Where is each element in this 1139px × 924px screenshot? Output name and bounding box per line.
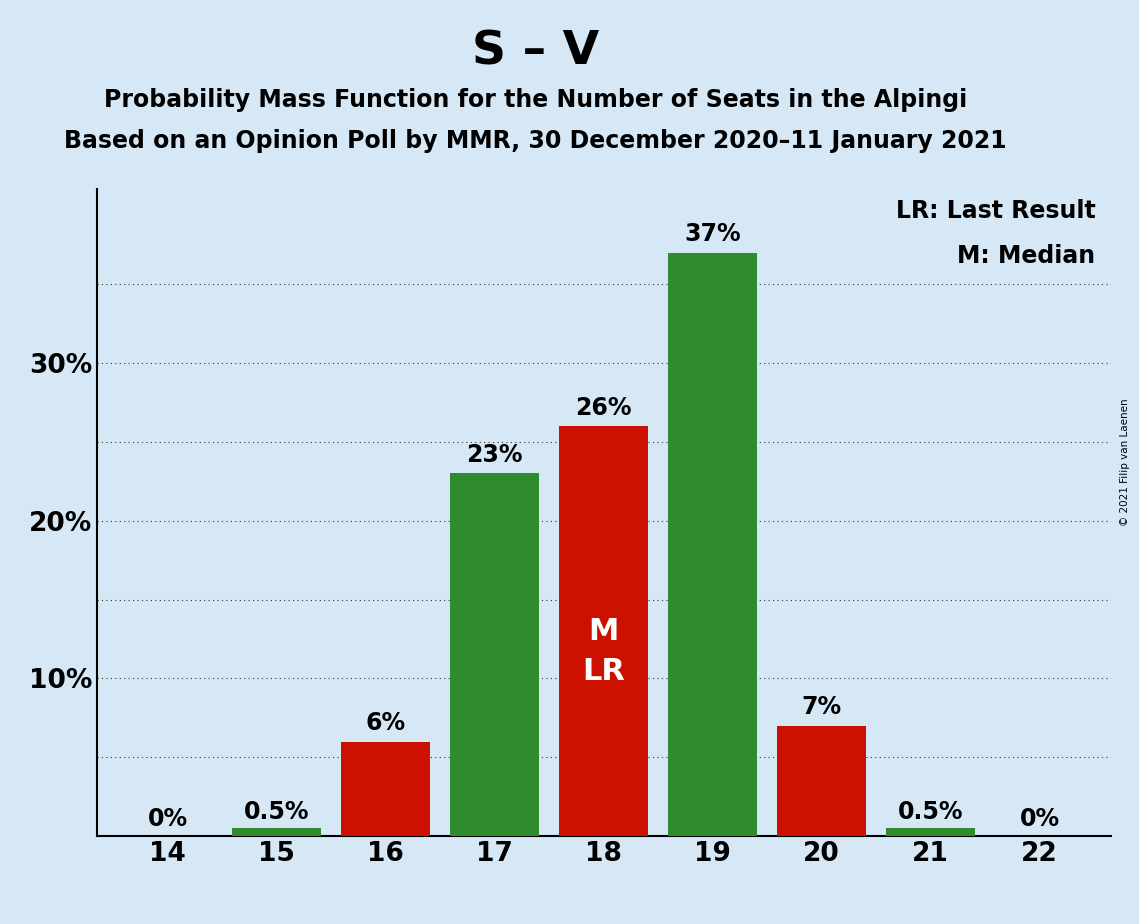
Text: 6%: 6% <box>366 711 405 736</box>
Text: 23%: 23% <box>466 444 523 467</box>
Bar <box>667 252 757 836</box>
Bar <box>341 742 431 836</box>
Bar <box>559 426 648 836</box>
Text: 0%: 0% <box>148 808 188 832</box>
Bar <box>450 473 540 836</box>
Text: M: Median: M: Median <box>957 244 1096 268</box>
Text: 7%: 7% <box>802 696 842 720</box>
Text: 0.5%: 0.5% <box>898 799 964 823</box>
Text: LR: Last Result: LR: Last Result <box>895 199 1096 223</box>
Text: 37%: 37% <box>685 222 741 246</box>
Text: M
LR: M LR <box>582 617 625 687</box>
Text: 0.5%: 0.5% <box>244 799 310 823</box>
Text: S – V: S – V <box>472 30 599 75</box>
Text: 26%: 26% <box>575 395 632 419</box>
Bar <box>232 828 321 836</box>
Text: Based on an Opinion Poll by MMR, 30 December 2020–11 January 2021: Based on an Opinion Poll by MMR, 30 Dece… <box>64 129 1007 153</box>
Text: Probability Mass Function for the Number of Seats in the Alpingi: Probability Mass Function for the Number… <box>104 88 967 112</box>
Bar <box>777 725 867 836</box>
Text: © 2021 Filip van Laenen: © 2021 Filip van Laenen <box>1121 398 1130 526</box>
Text: 0%: 0% <box>1019 808 1059 832</box>
Bar <box>886 828 975 836</box>
